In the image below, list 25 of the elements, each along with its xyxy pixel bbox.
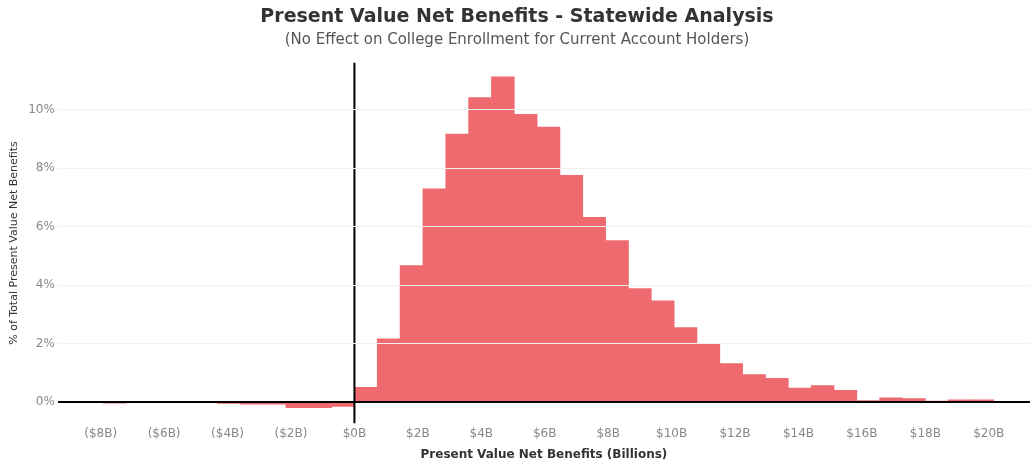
x-tick-label: $0B xyxy=(342,425,367,440)
x-tick-label: ($2B) xyxy=(274,425,308,440)
x-tick-label: $16B xyxy=(846,425,878,440)
chart-title: Present Value Net Benefits - Statewide Analysis xyxy=(260,4,774,27)
y-tick-label: 10% xyxy=(28,101,55,116)
x-tick-label: $12B xyxy=(719,425,751,440)
x-axis-title: Present Value Net Benefits (Billions) xyxy=(420,446,668,461)
y-axis-title: % of Total Present Value Net Benefits xyxy=(7,140,21,345)
y-tick-label: 6% xyxy=(35,218,55,233)
y-tick-label: 4% xyxy=(35,277,55,292)
y-tick-label: 2% xyxy=(35,335,55,350)
x-tick-label: ($6B) xyxy=(147,425,181,440)
x-tick-label: ($8B) xyxy=(84,425,118,440)
y-tick-label: 8% xyxy=(35,160,55,175)
x-tick-label: $14B xyxy=(782,425,815,440)
x-tick-label: $8B xyxy=(596,425,620,440)
y-tick-label: 0% xyxy=(35,394,55,409)
x-tick-label: $10B xyxy=(656,425,688,440)
x-tick-label: $20B xyxy=(973,425,1005,440)
chart-subtitle: (No Effect on College Enrollment for Current Account Holders) xyxy=(284,29,750,48)
x-tick-label: $6B xyxy=(532,425,557,440)
x-tick-label: ($4B) xyxy=(211,425,244,440)
x-tick-label: $18B xyxy=(909,425,941,440)
x-tick-label: $4B xyxy=(469,425,494,440)
x-tick-label: $2B xyxy=(406,425,430,440)
